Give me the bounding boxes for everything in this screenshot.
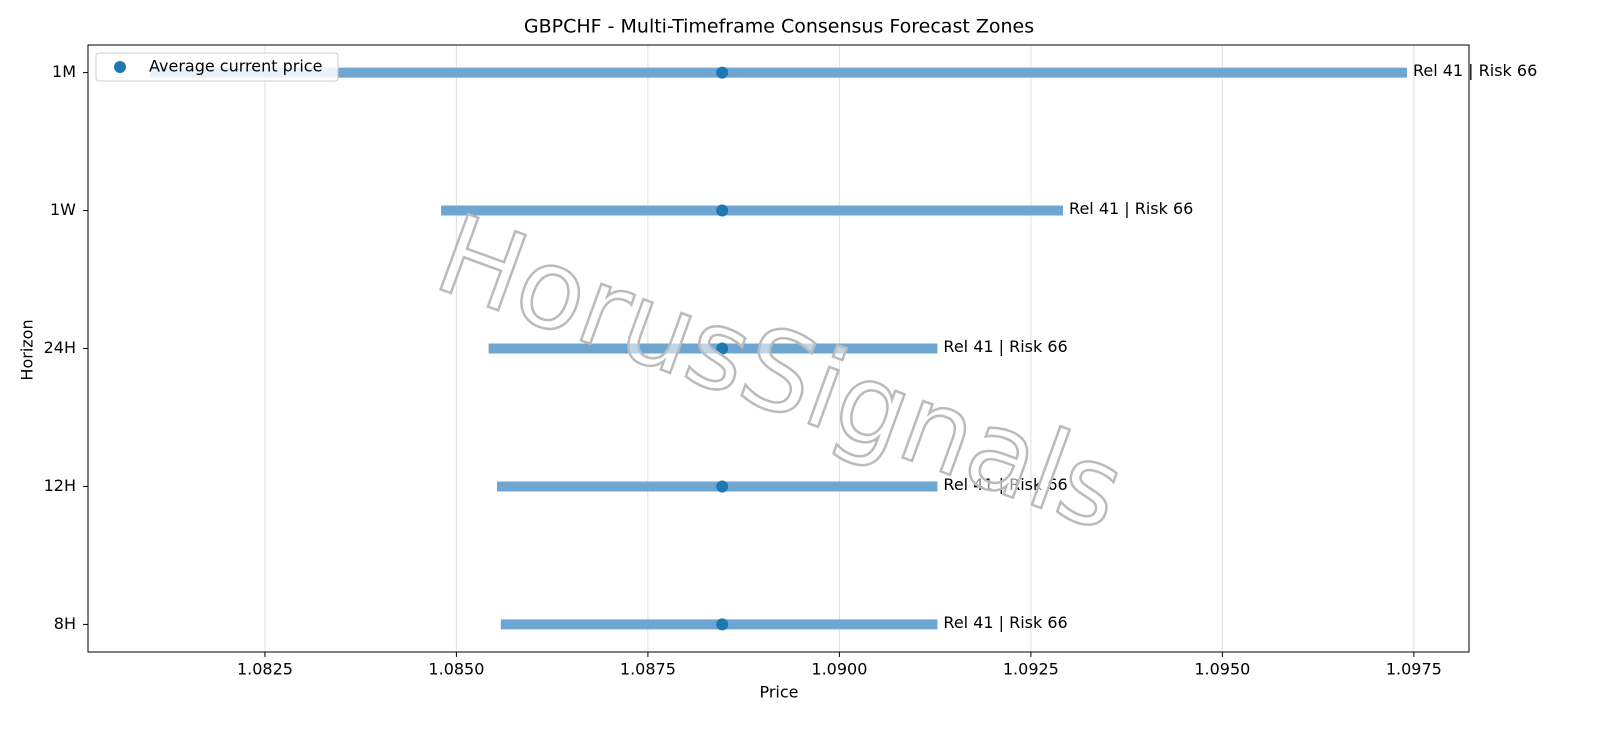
x-tick-label: 1.0925 (1003, 660, 1059, 679)
plot-frame (87, 44, 1470, 653)
chart-title: GBPCHF - Multi-Timeframe Consensus Forec… (524, 16, 1034, 38)
zone-annotation: Rel 41 | Risk 66 (943, 613, 1067, 632)
y-tick-label: 1W (50, 200, 76, 219)
current-price (716, 480, 729, 493)
x-tick-label: 1.0900 (811, 660, 867, 679)
y-tick-label: 24H (44, 338, 76, 357)
y-tick-label: 8H (54, 614, 76, 633)
zone-annotation: Rel 41 | Risk 66 (1069, 199, 1193, 218)
y-tick-label: 12H (44, 476, 76, 495)
x-tick-label: 1.0950 (1194, 660, 1250, 679)
current-price (716, 66, 729, 79)
zone-annotation: Rel 41 | Risk 66 (943, 337, 1067, 356)
current-price (716, 342, 729, 355)
current-price (716, 204, 729, 217)
x-tick-label: 1.0875 (620, 660, 676, 679)
x-axis-label: Price (759, 683, 798, 702)
zone-annotation: Rel 41 | Risk 66 (943, 475, 1067, 494)
zone-annotation: Rel 41 | Risk 66 (1413, 61, 1537, 80)
legend-box (95, 52, 339, 82)
x-tick-label: 1.0850 (428, 660, 484, 679)
current-price (716, 618, 729, 631)
x-tick-label: 1.0975 (1386, 660, 1442, 679)
x-tick-label: 1.0825 (237, 660, 293, 679)
legend-marker (114, 61, 126, 73)
watermark: HorusSignals (422, 190, 1140, 556)
legend-label: Average current price (149, 57, 322, 76)
y-axis-label: Horizon (18, 319, 37, 380)
y-tick-label: 1M (52, 62, 76, 81)
